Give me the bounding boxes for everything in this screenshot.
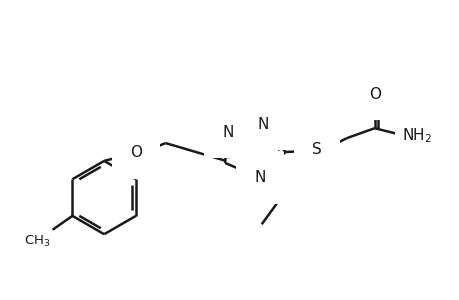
Text: N: N <box>257 117 268 132</box>
Text: N: N <box>222 125 233 140</box>
Text: O: O <box>129 146 141 160</box>
Text: N: N <box>253 170 265 185</box>
Text: NH$_2$: NH$_2$ <box>402 127 431 146</box>
Text: S: S <box>312 142 321 158</box>
Text: CH$_3$: CH$_3$ <box>24 234 50 249</box>
Text: O: O <box>368 87 380 102</box>
